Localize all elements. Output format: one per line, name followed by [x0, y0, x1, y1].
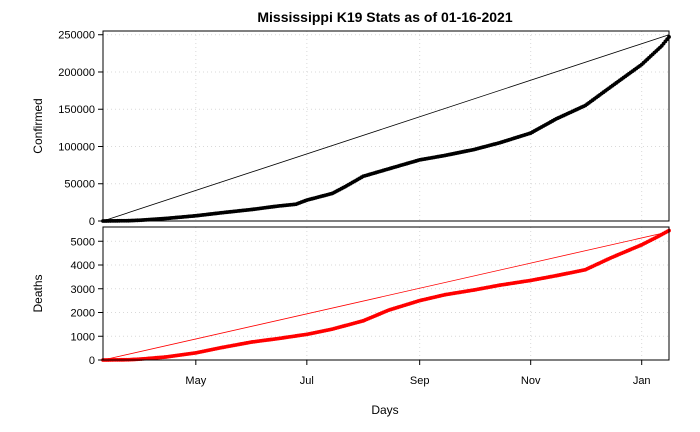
- x-tick-label: May: [185, 375, 206, 387]
- y-tick-label: 250000: [58, 30, 95, 42]
- panel-deaths: 0 1000 2000 3000 4000 5000 Deaths: [31, 226, 671, 367]
- deaths-y-axis-label: Deaths: [31, 274, 45, 312]
- y-tick-label: 2000: [71, 308, 95, 320]
- y-tick-label: 150000: [58, 104, 95, 116]
- y-tick-label: 1000: [71, 331, 95, 343]
- x-axis-label: Days: [371, 403, 398, 417]
- y-tick-label: 5000: [71, 236, 95, 248]
- x-tick-label: Nov: [521, 375, 541, 387]
- confirmed-trend-line: [102, 34, 670, 222]
- y-tick-label: 200000: [58, 67, 95, 79]
- y-tick-label: 0: [89, 216, 95, 228]
- confirmed-y-axis-label: Confirmed: [31, 98, 45, 153]
- y-tick-label: 100000: [58, 141, 95, 153]
- chart-title: Mississippi K19 Stats as of 01-16-2021: [257, 9, 512, 25]
- y-tick-label: 50000: [64, 179, 95, 191]
- deaths-plot-frame: [102, 226, 670, 361]
- x-tick-label: Jan: [633, 375, 651, 387]
- y-tick-label: 3000: [71, 284, 95, 296]
- x-tick-label: Sep: [410, 375, 430, 387]
- confirmed-plot-frame: [102, 30, 670, 222]
- y-tick-label: 4000: [71, 260, 95, 272]
- panel-confirmed: 0 50000 100000 150000 200000 250000 Confirmed: [31, 30, 671, 228]
- x-tick-label: Jul: [300, 375, 314, 387]
- y-tick-label: 0: [89, 355, 95, 367]
- plots: 050000100000150000200000250000Confirmed0…: [31, 30, 671, 387]
- deaths-trend-line: [102, 231, 670, 361]
